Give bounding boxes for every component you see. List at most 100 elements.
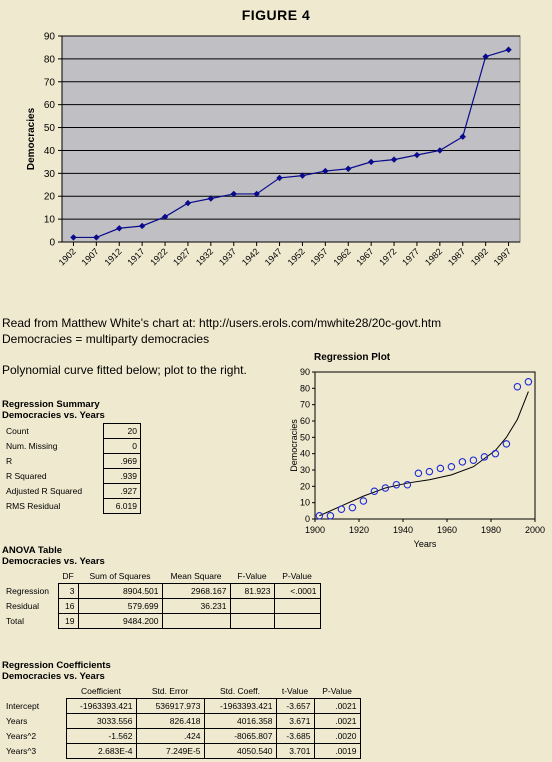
table-cell: [273, 598, 321, 614]
table-cell: 826.418: [135, 713, 205, 729]
scatter-point: [436, 464, 445, 473]
table-row: R .969: [2, 453, 141, 469]
summary-value: 0: [103, 438, 141, 454]
scatter-point: [392, 480, 401, 489]
y-tick-label: 20: [44, 192, 56, 203]
table-cell: [229, 598, 275, 614]
data-point: [367, 158, 375, 166]
scatter-point: [491, 449, 500, 458]
x-tick-label: 1902: [57, 246, 78, 267]
definition-note: Democracies = multiparty democracies: [2, 332, 210, 346]
table-cell: 2968.167: [161, 583, 231, 599]
summary-value: 20: [103, 423, 141, 439]
table-row: Num. Missing 0: [2, 438, 141, 454]
data-point: [116, 225, 123, 232]
plot-frame: [314, 371, 536, 520]
scatter-point: [502, 440, 511, 448]
data-point: [207, 195, 215, 202]
table-cell: 4016.358: [203, 713, 277, 729]
y-tick-label: 80: [300, 383, 310, 393]
table-row: Years^2 -1.562.424 -8065.807 -3.685.0020: [2, 728, 361, 744]
x-tick-label: 1987: [446, 246, 467, 267]
coefficients-title: Regression Coefficients Democracies vs. …: [2, 660, 111, 682]
data-point: [253, 190, 260, 198]
x-tick-label: 1972: [377, 246, 398, 267]
y-tick-label: 70: [300, 400, 310, 410]
table-row: Adjusted R Squared .927: [2, 483, 141, 499]
data-point: [276, 174, 283, 182]
summary-table: Count 20 Num. Missing 0 R .969 R Squared .939 Ad…: [2, 423, 141, 514]
table-cell: 9484.200: [77, 613, 163, 629]
y-tick-label: 30: [300, 465, 310, 475]
summary-subheading: Democracies vs. Years: [2, 410, 105, 421]
scatter-point: [480, 453, 489, 461]
figure-title: FIGURE 4: [241, 7, 311, 23]
x-tick-label: 1957: [309, 246, 330, 267]
column-header: Std. Error: [151, 686, 189, 696]
scatter-point: [348, 503, 357, 512]
x-tick-label: 1942: [240, 246, 261, 267]
data-point: [184, 199, 192, 207]
scatter-point: [425, 467, 434, 476]
scatter-point: [370, 487, 379, 495]
row-label: Years^3: [6, 746, 37, 756]
table-cell: 3: [57, 583, 79, 599]
table-cell: 3.701: [275, 743, 315, 759]
scatter-point: [469, 456, 478, 464]
table-cell: [161, 613, 231, 629]
table-cell: 81.923: [229, 583, 275, 599]
x-tick-label: 1980: [481, 525, 501, 535]
data-point: [413, 151, 421, 159]
y-tick-label: 50: [44, 123, 56, 134]
x-tick-label: 1917: [125, 246, 146, 267]
summary-value: .969: [103, 453, 141, 469]
summary-label: Count: [6, 426, 29, 436]
summary-value: .939: [103, 468, 141, 484]
table-cell: 8904.501: [77, 583, 163, 599]
x-tick-label: 1997: [492, 246, 513, 267]
table-cell: 4050.540: [203, 743, 277, 759]
row-label: Regression: [6, 586, 49, 596]
y-tick-label: 0: [305, 514, 310, 524]
row-label: Total: [6, 616, 24, 626]
scatter-point: [315, 511, 324, 520]
data-point: [459, 133, 466, 140]
table-cell: 36.231: [161, 598, 231, 614]
scatter-point: [447, 462, 456, 471]
x-tick-label: 1947: [263, 246, 284, 267]
regression-scatter-plot: 0 10 20 30 40 50 60 70 80 90 1900 1920 1940 1960 1980 2…: [290, 367, 545, 549]
x-tick-label: 1920: [349, 525, 369, 535]
data-point: [322, 167, 329, 175]
anova-title: ANOVA Table Democracies vs. Years: [2, 545, 105, 567]
x-tick-label: 1952: [286, 246, 307, 267]
table-cell: 536917.973: [135, 698, 205, 714]
table-cell: .0021: [313, 713, 361, 729]
table-row: Residual 16 579.699 36.231: [2, 598, 321, 614]
table-row: Years 3033.556 826.418 4016.358 3.671.0021: [2, 713, 361, 729]
x-axis-label: Years: [414, 539, 437, 549]
table-cell: -3.657: [275, 698, 315, 714]
x-tick-label: 1937: [217, 246, 238, 267]
table-cell: [229, 613, 275, 629]
column-header: F-Value: [237, 571, 267, 581]
y-tick-label: 20: [300, 481, 310, 491]
scatter-point: [458, 458, 467, 466]
summary-label: R Squared: [6, 471, 47, 481]
table-cell: 3033.556: [65, 713, 137, 729]
scatter-point: [524, 378, 533, 386]
y-axis-label: Democracies: [290, 419, 299, 472]
y-tick-label: 40: [300, 449, 310, 459]
table-cell: 2.683E-4: [65, 743, 137, 759]
scatter-point: [337, 505, 346, 513]
y-tick-label: 70: [44, 77, 56, 88]
scatter-point: [359, 497, 368, 505]
column-header: Mean Square: [170, 571, 222, 581]
scatter-point: [326, 511, 335, 520]
table-cell: <.0001: [273, 583, 321, 599]
y-tick-label: 80: [44, 54, 56, 65]
table-row: Intercept -1963393.421 536917.973 -1963393.…: [2, 698, 361, 714]
data-point: [70, 234, 77, 241]
table-cell: .0021: [313, 698, 361, 714]
y-axis-label: Democracies: [26, 107, 37, 170]
